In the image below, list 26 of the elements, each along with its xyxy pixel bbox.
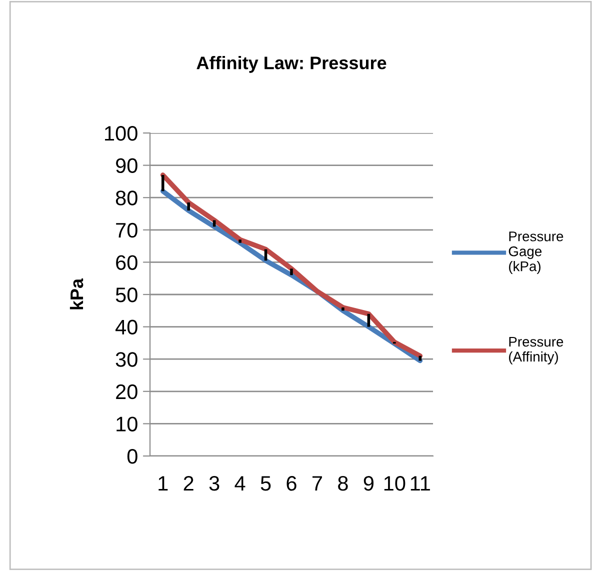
- y-tick-label: 20: [116, 384, 138, 400]
- x-tick-label: 4: [234, 476, 246, 491]
- y-tick-label: 50: [116, 288, 138, 302]
- y-tick-label: 30: [116, 352, 138, 367]
- x-tick-label: 3: [209, 476, 220, 491]
- y-axis-title: kPa: [70, 278, 84, 310]
- chart-title: Affinity Law: Pressure: [196, 56, 386, 73]
- y-tick-label: 0: [127, 449, 138, 464]
- y-tick-label: 70: [116, 222, 138, 238]
- legend-label: Pressure Gage (kPa): [508, 232, 564, 274]
- x-tick-label: 8: [338, 476, 348, 491]
- x-tick-label: 6: [286, 476, 296, 491]
- y-tick-label: 10: [116, 416, 138, 432]
- x-tick-label: 7: [312, 476, 322, 491]
- x-tick-label: 11: [410, 476, 430, 491]
- y-tick-label: 80: [116, 190, 138, 206]
- y-tick-label: 60: [116, 255, 138, 270]
- x-tick-label: 5: [260, 476, 271, 491]
- y-tick-label: 100: [105, 126, 138, 141]
- x-tick-label: 2: [184, 476, 194, 491]
- x-tick-label: 1: [158, 476, 168, 491]
- legend-label: Pressure (Affinity): [509, 336, 564, 364]
- x-tick-label: 10: [384, 476, 406, 491]
- x-tick-label: 9: [364, 476, 374, 491]
- y-tick-label: 90: [116, 158, 138, 174]
- y-tick-label: 40: [116, 320, 138, 335]
